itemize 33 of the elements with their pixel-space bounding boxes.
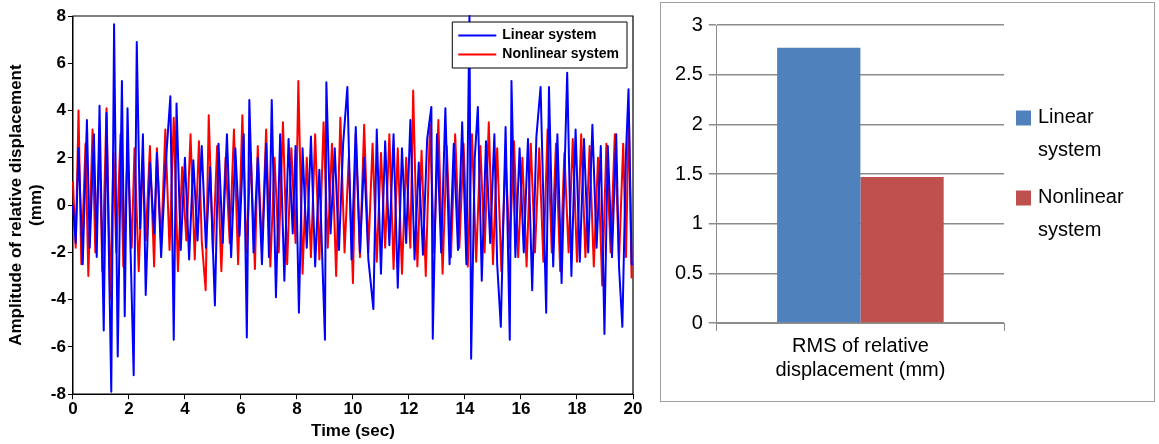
legend-label: Nonlinear system <box>502 45 620 62</box>
x-tick-label: 10 <box>343 399 363 419</box>
x-axis-title: Time (sec) <box>311 421 395 441</box>
legend-label: Linear system <box>1038 105 1102 161</box>
y-tick-label: 2 <box>691 111 703 134</box>
y-tick-label: 6 <box>56 52 66 72</box>
legend-label: Nonlinear system <box>1038 185 1124 241</box>
y-tick-label: 4 <box>56 100 67 120</box>
x-tick-label: 14 <box>455 399 475 419</box>
legend-label: Linear system <box>502 26 597 43</box>
y-tick-label: 8 <box>56 5 66 25</box>
y-tick-label: -6 <box>50 336 66 356</box>
x-tick-label: 18 <box>567 399 587 419</box>
y-tick-label: -4 <box>50 289 67 309</box>
y-tick-label: 1 <box>691 211 703 234</box>
y-tick-label: 0.5 <box>674 260 703 283</box>
x-tick-label: 8 <box>292 399 302 419</box>
x-tick-label: 2 <box>124 399 134 419</box>
y-tick-label: 0 <box>56 194 66 214</box>
x-tick-label: 16 <box>511 399 531 419</box>
y-tick-label: 3 <box>691 12 703 35</box>
x-tick-label: 6 <box>236 399 246 419</box>
x-tick-label: 20 <box>623 399 643 419</box>
y-tick-label: -8 <box>50 383 66 403</box>
x-tick-label: 12 <box>399 399 419 419</box>
y-tick-label: 2 <box>56 147 66 167</box>
y-tick-label: 0 <box>691 310 703 333</box>
y-tick-label: -2 <box>50 242 66 262</box>
y-tick-label: 1.5 <box>674 161 703 184</box>
y-axis-title: Amplitude of relative displacement (mm) <box>5 64 46 346</box>
x-tick-label: 4 <box>180 399 191 419</box>
y-tick-label: 2.5 <box>674 62 703 85</box>
x-tick-label: RMS of relative displacement (mm) <box>775 333 946 380</box>
